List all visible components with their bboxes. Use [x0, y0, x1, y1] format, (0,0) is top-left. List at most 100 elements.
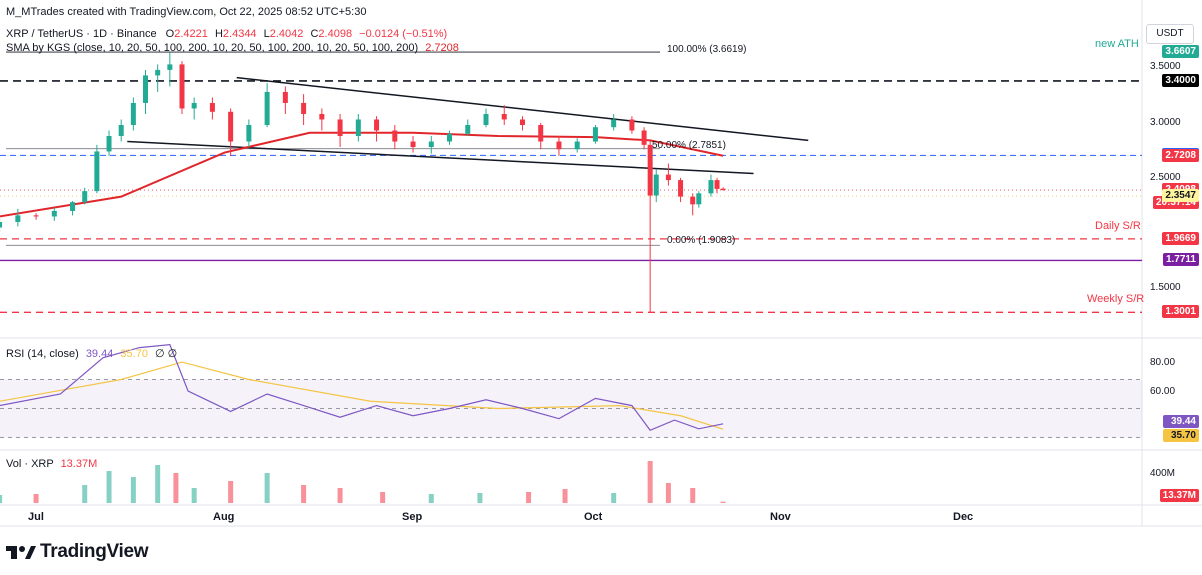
- new-ath-label: new ATH: [1095, 38, 1139, 50]
- daily-sr-label: Daily S/R: [1095, 220, 1141, 232]
- volume-bar-9: [264, 473, 270, 503]
- candle-body-11: [155, 69, 161, 76]
- candle-body-29: [465, 125, 471, 134]
- sma-line: SMA by KGS (close, 10, 20, 50, 100, 200,…: [6, 42, 459, 54]
- symbol-name[interactable]: XRP / TetherUS · 1D · Binance: [6, 28, 157, 40]
- change-value: −0.0124 (−0.51%): [359, 28, 448, 40]
- candle-body-37: [611, 119, 617, 128]
- candle-body-42: [665, 174, 671, 181]
- volume-bar-20: [690, 488, 696, 503]
- candle-body-16: [228, 111, 234, 142]
- attribution: M_MTrades created with TradingView.com, …: [6, 6, 367, 18]
- candle-body-21: [319, 113, 325, 120]
- low-value: 2.4042: [269, 28, 304, 40]
- price-axis-label-7: 1.9669: [1162, 231, 1199, 245]
- high-label: H: [214, 28, 223, 40]
- candle-body-46: [708, 180, 714, 194]
- candle-body-0: [0, 221, 3, 228]
- rsi-ma-axis-label: 35.70: [1163, 429, 1199, 442]
- candle-body-8: [118, 125, 124, 137]
- price-axis-label-0: 3.6607: [1162, 45, 1199, 59]
- volume-bar-11: [337, 488, 343, 503]
- price-axis-label-1: 3.4000: [1162, 73, 1199, 87]
- x-tick-oct: Oct: [584, 511, 603, 523]
- candle-body-45: [696, 193, 702, 205]
- candle-body-43: [678, 180, 684, 197]
- volume-bar-6: [173, 473, 179, 503]
- price-axis-label-6: 2.3547: [1162, 189, 1199, 203]
- candle-body-23: [355, 119, 361, 137]
- currency-badge[interactable]: USDT: [1146, 24, 1194, 44]
- rsi-title[interactable]: RSI (14, close): [6, 348, 79, 360]
- volume-bar-15: [526, 492, 532, 503]
- fib-50-label: 50.00% (2.7851): [652, 140, 726, 151]
- volume-bar-8: [228, 481, 234, 503]
- price-axis-label-3: 2.7208: [1162, 148, 1199, 162]
- candle-body-18: [264, 91, 270, 125]
- volume-bar-19: [665, 483, 671, 503]
- low-label: L: [263, 28, 270, 40]
- volume-title[interactable]: Vol · XRP: [6, 458, 54, 470]
- candle-body-38: [629, 119, 635, 131]
- rsi-value: 39.44: [85, 348, 114, 360]
- candle-body-5: [82, 191, 88, 203]
- volume-bar-16: [562, 489, 568, 503]
- x-tick-nov: Nov: [770, 511, 791, 523]
- price-tick-3-0: 3.0000: [1150, 117, 1181, 128]
- price-tick-3-5: 3.5000: [1150, 61, 1181, 72]
- volume-tick-400m: 400M: [1150, 468, 1176, 479]
- candle-body-36: [592, 127, 598, 142]
- volume-bar-0: [0, 495, 3, 503]
- candle-body-47: [714, 180, 720, 189]
- rsi-extra: ∅ ∅: [155, 348, 178, 360]
- candle-body-4: [70, 202, 76, 211]
- candle-body-2: [33, 215, 39, 217]
- candle-body-30: [483, 113, 489, 125]
- candle-body-40: [647, 144, 653, 196]
- candle-body-6: [94, 151, 100, 192]
- volume-bar-7: [191, 488, 197, 503]
- candle-body-17: [246, 125, 252, 142]
- rsi-axis-label: 39.44: [1163, 415, 1199, 428]
- candle-body-15: [209, 102, 215, 112]
- candle-body-13: [179, 64, 185, 109]
- channel-upper-line: [236, 76, 809, 142]
- tradingview-logo[interactable]: TradingView: [6, 541, 149, 563]
- price-tick-1-5: 1.5000: [1150, 282, 1181, 293]
- volume-bar-4: [130, 477, 136, 503]
- candle-body-1: [15, 215, 21, 222]
- sma-value: 2.7208: [425, 42, 459, 54]
- candle-body-19: [282, 91, 288, 103]
- candle-body-7: [106, 136, 112, 152]
- x-tick-jul: Jul: [28, 511, 44, 523]
- rsi-ma-value: 35.70: [120, 348, 148, 360]
- rsi-tick-80: 80.00: [1150, 357, 1176, 368]
- rsi-line: [0, 344, 724, 431]
- price-axis-label-8: 1.7711: [1162, 253, 1199, 267]
- candle-body-20: [301, 102, 307, 114]
- candle-body-35: [574, 141, 580, 150]
- high-value: 2.4344: [222, 28, 257, 40]
- volume-bar-1: [33, 494, 39, 503]
- symbol-line: XRP / TetherUS · 1D · Binance O2.4221 H2…: [6, 28, 447, 40]
- fib-100-label: 100.00% (3.6619): [667, 44, 747, 55]
- volume-bar-12: [380, 492, 386, 503]
- candle-body-31: [501, 113, 507, 120]
- candle-body-25: [392, 130, 398, 142]
- x-tick-dec: Dec: [953, 511, 974, 523]
- price-tick-2-5: 2.5000: [1150, 172, 1181, 183]
- close-label: C: [310, 28, 319, 40]
- candle-body-34: [556, 141, 562, 150]
- close-value: 2.4098: [318, 28, 353, 40]
- volume-bar-5: [155, 465, 161, 503]
- sma-label[interactable]: SMA by KGS (close, 10, 20, 50, 100, 200,…: [6, 42, 419, 54]
- x-tick-sep: Sep: [402, 511, 423, 523]
- tv-logo-text: TradingView: [40, 541, 149, 562]
- candle-body-12: [167, 64, 173, 70]
- volume-bar-2: [82, 485, 88, 503]
- candle-body-39: [641, 130, 647, 145]
- volume-bar-17: [611, 493, 617, 503]
- x-tick-aug: Aug: [213, 511, 235, 523]
